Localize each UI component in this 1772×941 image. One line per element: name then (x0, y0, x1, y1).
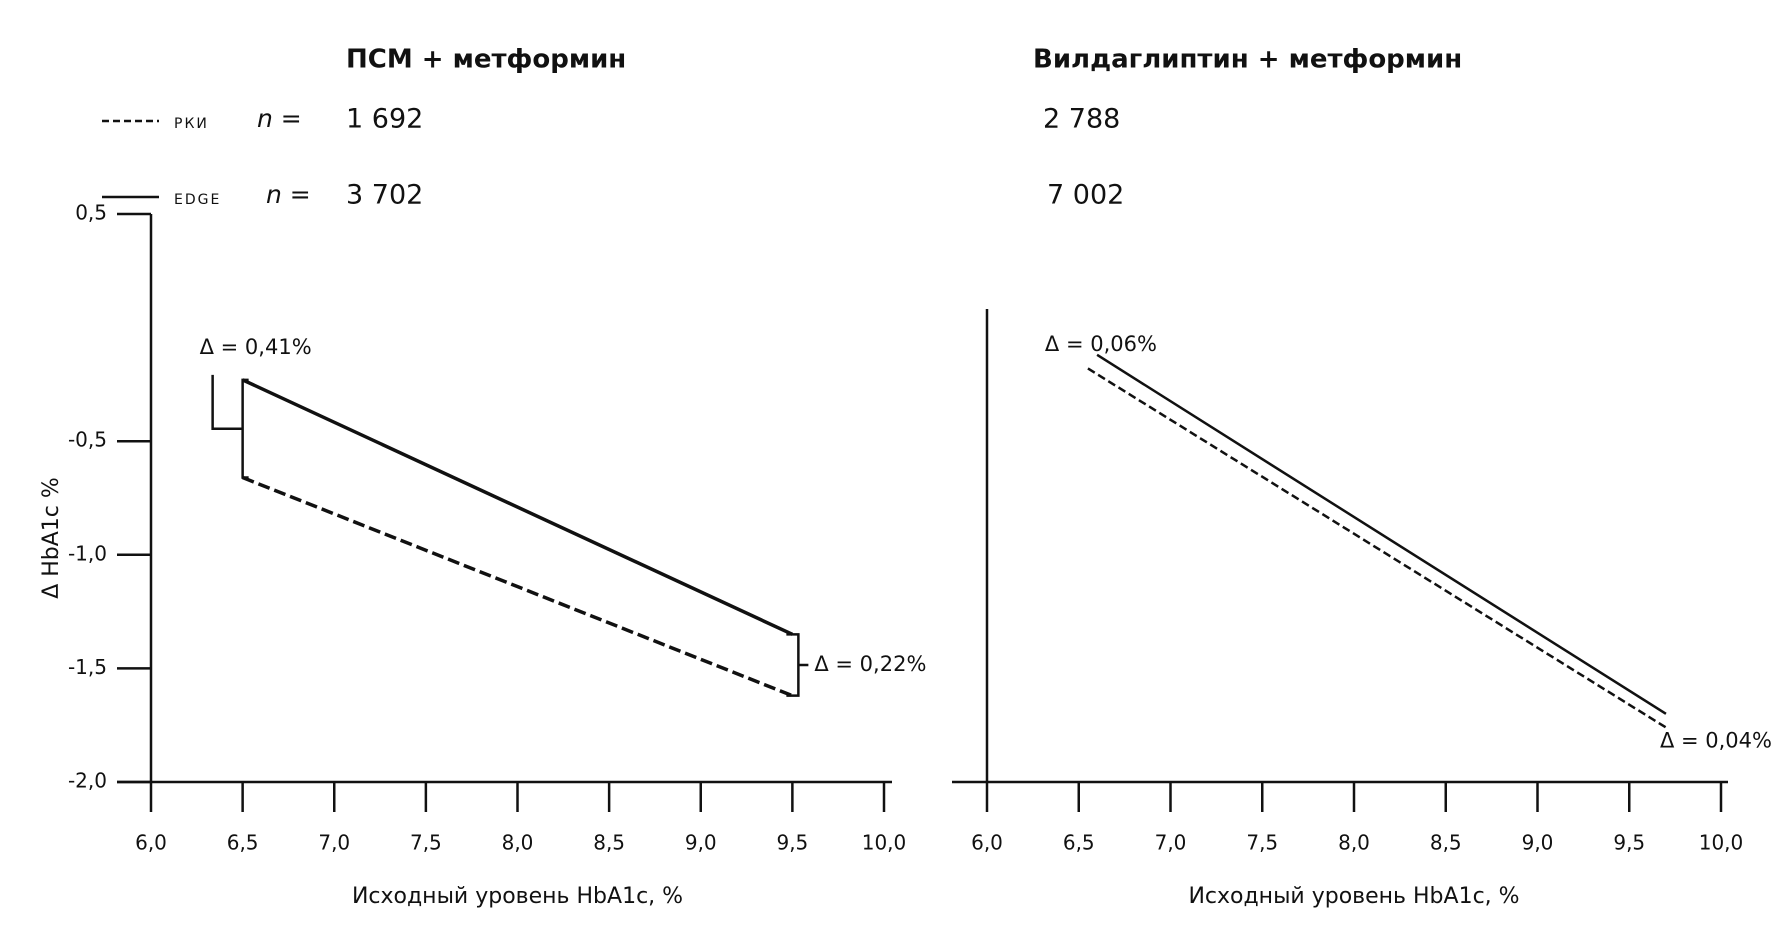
n-value: 2 788 (1043, 104, 1120, 135)
x-tick-label: 7,0 (1155, 831, 1187, 855)
annotation: Δ = 0,06% (1045, 332, 1157, 356)
x-tick-label: 9,0 (1522, 831, 1554, 855)
x-tick-label: 10,0 (1699, 831, 1744, 855)
line-series (241, 475, 794, 698)
legend-label: РКИ (174, 116, 209, 132)
annotation: Δ = 0,41% (200, 335, 312, 359)
x-tick-label: 8,0 (1338, 831, 1370, 855)
x-tick-label: 8,5 (593, 831, 625, 855)
n-label: n = (266, 180, 311, 209)
group-title: ПСМ + метформин (346, 45, 626, 75)
line-series (1096, 353, 1667, 715)
annotation: Δ = 0,22% (814, 652, 926, 676)
y-axis-label: Δ HbA1c % (39, 477, 64, 599)
n-value: 1 692 (346, 104, 423, 135)
n-value: 7 002 (1047, 180, 1124, 211)
x-tick-label: 6,0 (135, 831, 167, 855)
bracket (786, 633, 809, 697)
y-tick-label: -1,5 (68, 655, 107, 679)
x-tick-label: 10,0 (862, 831, 907, 855)
x-tick-label: 7,5 (1246, 831, 1278, 855)
n-value: 3 702 (346, 180, 423, 211)
x-tick-label: 6,0 (971, 831, 1003, 855)
x-tick-label: 6,5 (227, 831, 259, 855)
group-title: Вилдаглиптин + метформин (1033, 45, 1462, 75)
bracket (211, 374, 249, 479)
n-label: n = (257, 104, 302, 133)
x-tick-label: 8,5 (1430, 831, 1462, 855)
y-tick-label: -2,0 (68, 769, 107, 793)
x-tick-label: 7,5 (410, 831, 442, 855)
x-tick-label: 9,5 (776, 831, 808, 855)
line-series (241, 378, 794, 636)
y-tick-label: -0,5 (68, 428, 107, 452)
y-tick-label: 0,5 (75, 201, 107, 225)
x-tick-label: 7,0 (318, 831, 350, 855)
x-tick-label: 8,0 (502, 831, 534, 855)
y-tick-label: -1,0 (68, 541, 107, 565)
x-tick-label: 9,5 (1613, 831, 1645, 855)
x-axis-label: Исходный уровень HbA1c, % (1188, 884, 1519, 909)
legend-label: EDGE (174, 192, 221, 208)
x-tick-label: 9,0 (685, 831, 717, 855)
line-series (1087, 367, 1667, 729)
x-tick-label: 6,5 (1063, 831, 1095, 855)
annotation: Δ = 0,04% (1660, 728, 1772, 752)
x-axis-label: Исходный уровень HbA1c, % (352, 884, 683, 909)
